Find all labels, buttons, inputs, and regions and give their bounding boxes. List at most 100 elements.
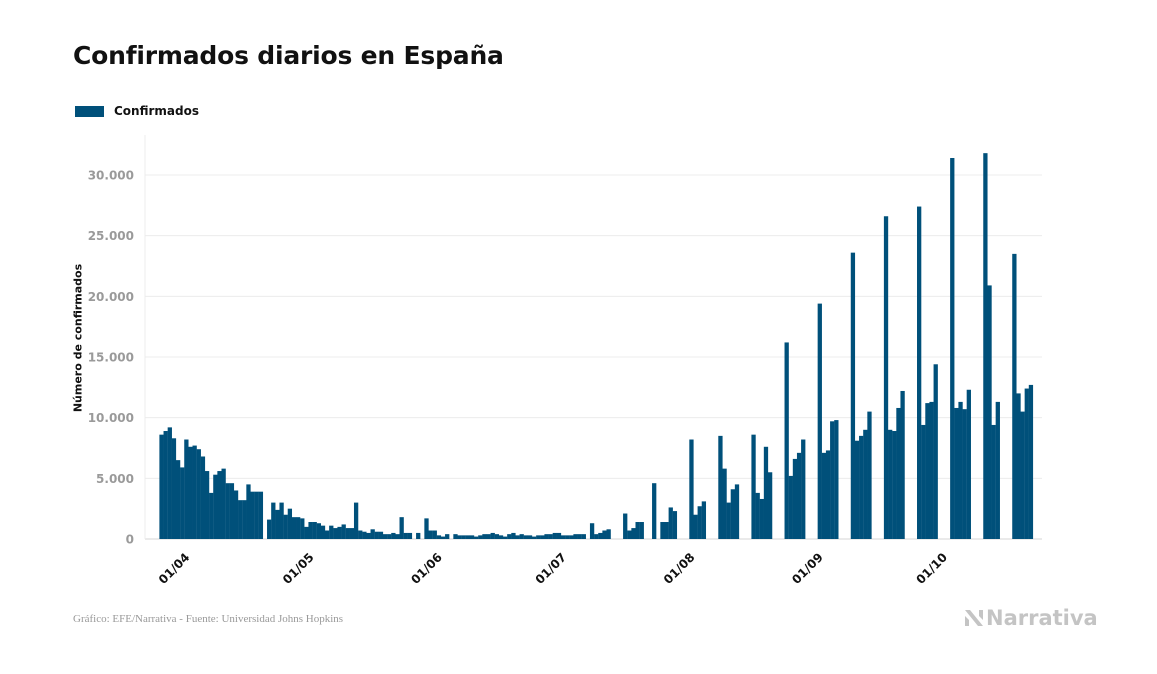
bar xyxy=(917,206,922,540)
bar xyxy=(308,522,313,539)
y-tick-label: 30.000 xyxy=(88,169,134,183)
bar xyxy=(883,216,889,539)
bar xyxy=(399,517,404,539)
bar xyxy=(283,514,288,539)
bar xyxy=(184,439,189,539)
bar xyxy=(751,434,756,539)
legend-swatch xyxy=(75,105,104,117)
bar xyxy=(221,468,226,539)
bar xyxy=(672,511,678,539)
bar xyxy=(515,535,520,539)
bar xyxy=(304,526,309,539)
bar xyxy=(929,401,934,539)
bar xyxy=(163,431,168,539)
bar xyxy=(246,484,251,539)
y-tick-label: 10.000 xyxy=(88,411,134,425)
bar xyxy=(1012,253,1017,539)
bar xyxy=(395,534,400,539)
bar xyxy=(995,401,1000,539)
bar xyxy=(755,492,760,539)
bar xyxy=(792,458,798,539)
bar xyxy=(801,439,806,539)
bar xyxy=(788,475,793,539)
narrativa-logo-icon xyxy=(965,610,983,626)
bar xyxy=(784,342,789,539)
bar xyxy=(457,535,462,539)
bar xyxy=(933,364,938,539)
bar xyxy=(581,534,586,539)
bar xyxy=(668,507,673,539)
bar xyxy=(577,534,582,539)
bar xyxy=(540,535,545,539)
bar xyxy=(519,534,524,539)
bar xyxy=(461,535,466,539)
bar xyxy=(349,528,355,539)
bar xyxy=(921,424,926,539)
bar xyxy=(767,472,773,539)
bar xyxy=(279,502,284,539)
bar xyxy=(722,468,727,539)
bar xyxy=(598,532,603,539)
y-tick-label: 15.000 xyxy=(88,351,134,365)
bar xyxy=(507,534,512,539)
bar xyxy=(229,483,235,539)
bar xyxy=(548,534,553,539)
bar xyxy=(817,303,822,539)
bar xyxy=(469,535,475,539)
bar xyxy=(167,427,172,539)
bar xyxy=(759,498,764,539)
x-tick-label: 01/09 xyxy=(789,550,826,587)
bar xyxy=(329,525,334,539)
bar xyxy=(465,535,471,539)
bar xyxy=(180,467,185,539)
bar xyxy=(660,522,665,539)
bar xyxy=(490,532,495,539)
bar xyxy=(362,531,367,539)
x-tick-label: 01/05 xyxy=(280,550,317,587)
bar xyxy=(594,534,599,539)
bar xyxy=(233,490,239,539)
bar xyxy=(300,518,305,539)
bar xyxy=(378,531,384,539)
bar xyxy=(900,390,905,539)
bar xyxy=(569,535,574,539)
bar xyxy=(689,439,694,539)
bar xyxy=(258,491,264,539)
chart-title: Confirmados diarios en España xyxy=(73,41,504,70)
bar xyxy=(250,491,255,539)
bar xyxy=(217,471,222,539)
bar xyxy=(320,525,326,539)
bar xyxy=(474,536,479,539)
bar xyxy=(1020,411,1025,539)
bar xyxy=(159,434,164,539)
bar xyxy=(623,513,628,539)
bar xyxy=(589,523,595,539)
bar xyxy=(316,523,321,539)
bar xyxy=(478,535,483,539)
bar xyxy=(796,452,802,539)
bar xyxy=(718,435,723,539)
y-tick-label: 5.000 xyxy=(96,472,134,486)
bar xyxy=(606,529,611,539)
bar xyxy=(312,522,317,539)
bar xyxy=(854,440,860,539)
bar xyxy=(188,446,193,539)
gridlines xyxy=(144,135,1042,540)
bar xyxy=(1016,393,1021,539)
x-tick-label: 01/06 xyxy=(408,550,445,587)
legend: Confirmados xyxy=(75,104,199,118)
bar xyxy=(962,409,967,539)
bar xyxy=(627,530,632,539)
bar xyxy=(296,517,301,539)
y-tick-label: 25.000 xyxy=(88,229,134,243)
x-tick-label: 01/10 xyxy=(913,550,950,587)
bar xyxy=(353,502,359,539)
bar xyxy=(482,534,487,539)
bar xyxy=(1028,384,1034,539)
bar xyxy=(171,438,177,539)
bar xyxy=(830,421,835,539)
bar xyxy=(821,452,827,539)
bar xyxy=(888,429,893,539)
brand-logo: Narrativa xyxy=(964,606,1098,630)
bar xyxy=(1024,388,1029,539)
